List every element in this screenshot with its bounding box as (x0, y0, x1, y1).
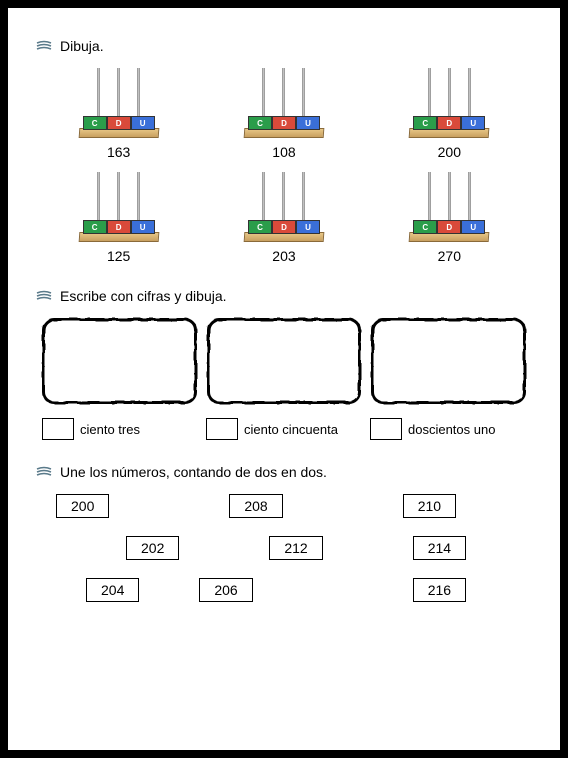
abacus-label: 108 (272, 144, 295, 160)
section-title: Escribe con cifras y dibuja. (60, 288, 227, 304)
num-box[interactable]: 216 (413, 578, 466, 602)
draw-box[interactable] (42, 318, 197, 404)
section-header: Une los números, contando de dos en dos. (36, 464, 532, 480)
num-box[interactable]: 200 (56, 494, 109, 518)
num-box[interactable]: 208 (229, 494, 282, 518)
abacus-item: C D U 200 (409, 68, 489, 160)
abacus-label: 203 (272, 248, 295, 264)
abacus: C D U (79, 68, 159, 140)
abacus-label: 270 (438, 248, 461, 264)
write-label: ciento tres (80, 422, 140, 437)
abacus: C D U (409, 172, 489, 244)
abacus-label: 200 (438, 144, 461, 160)
write-item: ciento cincuenta (206, 418, 362, 440)
abacus: C D U (244, 68, 324, 140)
bullet-icon (36, 290, 52, 302)
base-u: U (131, 116, 155, 130)
num-box[interactable]: 214 (413, 536, 466, 560)
section-dibuja: Dibuja. C D U 163 (36, 38, 532, 264)
draw-boxes (36, 318, 532, 404)
num-box[interactable]: 202 (126, 536, 179, 560)
base-d: D (107, 116, 131, 130)
num-box[interactable]: 206 (199, 578, 252, 602)
abacus-row: C D U 163 C D U 1 (36, 68, 532, 160)
connect-row: 204 206 216 (36, 578, 532, 602)
abacus-item: C D U 108 (244, 68, 324, 160)
section-une: Une los números, contando de dos en dos.… (36, 464, 532, 602)
bullet-icon (36, 466, 52, 478)
num-box[interactable]: 212 (269, 536, 322, 560)
num-box[interactable]: 210 (403, 494, 456, 518)
draw-box[interactable] (371, 318, 526, 404)
bullet-icon (36, 40, 52, 52)
connect-row: 202 212 214 (36, 536, 532, 560)
abacus: C D U (409, 68, 489, 140)
section-header: Dibuja. (36, 38, 532, 54)
write-label: doscientos uno (408, 422, 495, 437)
abacus-item: C D U 125 (79, 172, 159, 264)
connect-rows: 200 208 210 202 212 214 204 206 216 (36, 494, 532, 602)
write-label: ciento cincuenta (244, 422, 338, 437)
answer-box[interactable] (370, 418, 402, 440)
abacus-label: 125 (107, 248, 130, 264)
answer-box[interactable] (206, 418, 238, 440)
base-c: C (83, 116, 107, 130)
section-header: Escribe con cifras y dibuja. (36, 288, 532, 304)
answer-box[interactable] (42, 418, 74, 440)
abacus-item: C D U 163 (79, 68, 159, 160)
abacus: C D U (79, 172, 159, 244)
abacus-item: C D U 270 (409, 172, 489, 264)
connect-row: 200 208 210 (36, 494, 532, 518)
abacus-item: C D U 203 (244, 172, 324, 264)
abacus: C D U (244, 172, 324, 244)
write-row: ciento tres ciento cincuenta doscientos … (36, 418, 532, 440)
write-item: ciento tres (42, 418, 198, 440)
section-title: Dibuja. (60, 38, 104, 54)
abacus-label: 163 (107, 144, 130, 160)
num-box[interactable]: 204 (86, 578, 139, 602)
write-item: doscientos uno (370, 418, 526, 440)
abacus-row: C D U 125 C D U 2 (36, 172, 532, 264)
section-escribe: Escribe con cifras y dibuja. ciento tres… (36, 288, 532, 440)
draw-box[interactable] (207, 318, 362, 404)
section-title: Une los números, contando de dos en dos. (60, 464, 327, 480)
